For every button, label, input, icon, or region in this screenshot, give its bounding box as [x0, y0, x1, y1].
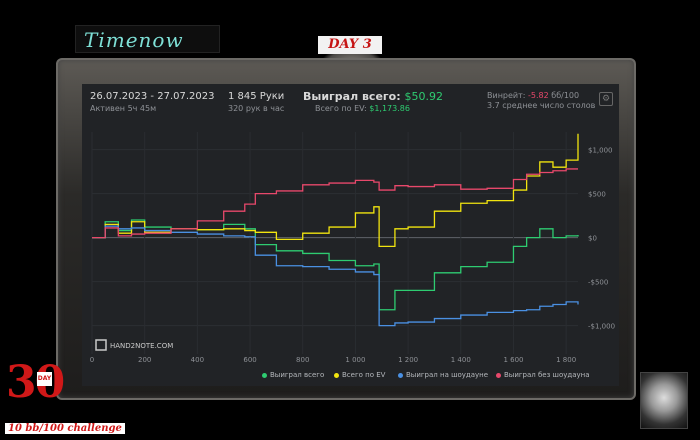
y-tick-label: $1,000: [588, 147, 613, 155]
won-total: Выиграл всего: $50.92: [303, 90, 443, 103]
won-value: $50.92: [404, 90, 443, 103]
series-line-non-showdown: [92, 168, 578, 239]
x-tick-label: 1 000: [345, 356, 365, 364]
hand2note-logo-icon: [95, 339, 107, 351]
series-line-total: [92, 219, 579, 311]
series-line-showdown: [92, 225, 579, 327]
legend-dot-non-showdown: [496, 372, 501, 378]
challenge-number: 30: [6, 357, 65, 408]
winrate: Винрейт: -5.82 бб/100: [487, 91, 579, 100]
stats-panel: [82, 84, 619, 386]
legend-label-non-showdown: Выиграл без шоудауна: [504, 371, 590, 379]
y-tick-label: $0: [588, 235, 597, 243]
avatar: [640, 372, 688, 429]
winrate-value: -5.82: [528, 91, 549, 100]
legend-dot-showdown: [398, 372, 403, 378]
ev-label: Всего по EV:: [315, 104, 367, 113]
x-tick-label: 0: [90, 356, 94, 364]
legend-ev[interactable]: Всего по EV: [334, 371, 385, 379]
legend-total[interactable]: Выиграл всего: [262, 371, 324, 379]
legend-label-ev: Всего по EV: [342, 371, 386, 379]
legend-dot-total: [262, 372, 267, 378]
gear-icon[interactable]: ⚙: [599, 92, 613, 106]
hands-per-hour: 320 рук в час: [228, 104, 285, 113]
x-tick-label: 1 800: [556, 356, 576, 364]
ev-value: $1,173.86: [369, 104, 410, 113]
date-range: 26.07.2023 - 27.07.2023: [90, 91, 215, 102]
y-tick-label: -$1,000: [588, 323, 615, 331]
winrate-label: Винрейт:: [487, 91, 526, 100]
avg-tables: 3.7 среднее число столов: [487, 101, 596, 110]
x-tick-label: 600: [243, 356, 256, 364]
legend-label-total: Выиграл всего: [270, 371, 325, 379]
y-tick-label: -$500: [588, 279, 608, 287]
legend-label-showdown: Выиграл на шоудауне: [406, 371, 489, 379]
x-tick-label: 1 400: [451, 356, 471, 364]
ev-total: Всего по EV: $1,173.86: [315, 104, 410, 113]
legend-non-showdown[interactable]: Выиграл без шоудауна: [496, 371, 590, 379]
y-tick-label: $500: [588, 191, 606, 199]
active-time: Активен 5ч 45м: [90, 104, 157, 113]
watermark-text: HAND2NOTE.COM: [110, 342, 173, 350]
x-tick-label: 1 200: [398, 356, 418, 364]
winrate-unit: бб/100: [551, 91, 580, 100]
challenge-text: 10 bb/100 challenge: [5, 423, 125, 434]
x-tick-label: 800: [296, 356, 309, 364]
challenge-day-box: DAY: [37, 372, 52, 386]
legend-showdown[interactable]: Выиграл на шоудауне: [398, 371, 488, 379]
legend-dot-ev: [334, 372, 339, 378]
series-line-ev: [92, 133, 579, 248]
hand2note-watermark: HAND2NOTE.COM: [95, 339, 173, 351]
won-label: Выиграл всего:: [303, 90, 401, 103]
x-tick-label: 1 600: [503, 356, 523, 364]
x-tick-label: 400: [191, 356, 204, 364]
hands-count: 1 845 Руки: [228, 91, 285, 102]
x-tick-label: 200: [138, 356, 151, 364]
day-badge: DAY 3: [318, 36, 382, 54]
